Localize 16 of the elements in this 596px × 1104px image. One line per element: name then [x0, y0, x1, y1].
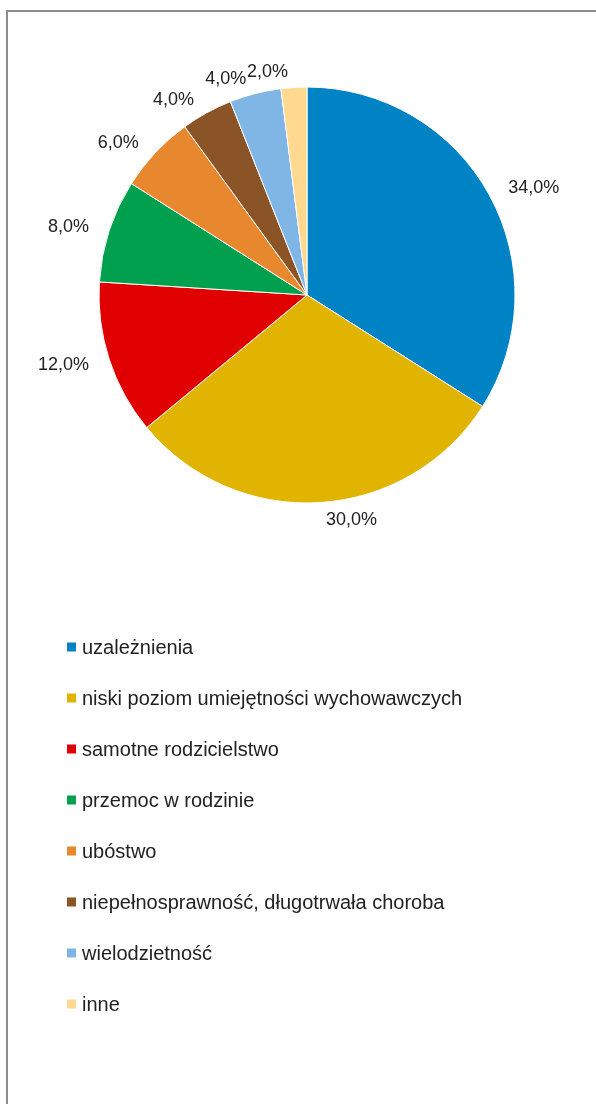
legend-label: samotne rodzicielstwo	[82, 738, 279, 760]
data-label: 30,0%	[326, 508, 378, 529]
data-label: 2,0%	[246, 61, 288, 82]
legend-label: uzależnienia	[82, 636, 195, 658]
data-label: 12,0%	[37, 354, 89, 375]
data-label: 4,0%	[153, 88, 195, 109]
legend-label: niepełnosprawność, długotrwała choroba	[82, 891, 446, 913]
legend-label: niski poziom umiejętności wychowawczych	[82, 687, 463, 709]
legend-label: przemoc w rodzinie	[82, 789, 255, 811]
data-label: 8,0%	[47, 215, 89, 236]
legend-label: inne	[82, 993, 120, 1015]
legend-label: wielodzietność	[81, 942, 213, 964]
data-label: 4,0%	[205, 68, 247, 89]
data-label: 6,0%	[97, 131, 139, 152]
legend-label: ubóstwo	[82, 840, 157, 862]
data-label: 34,0%	[508, 177, 560, 198]
